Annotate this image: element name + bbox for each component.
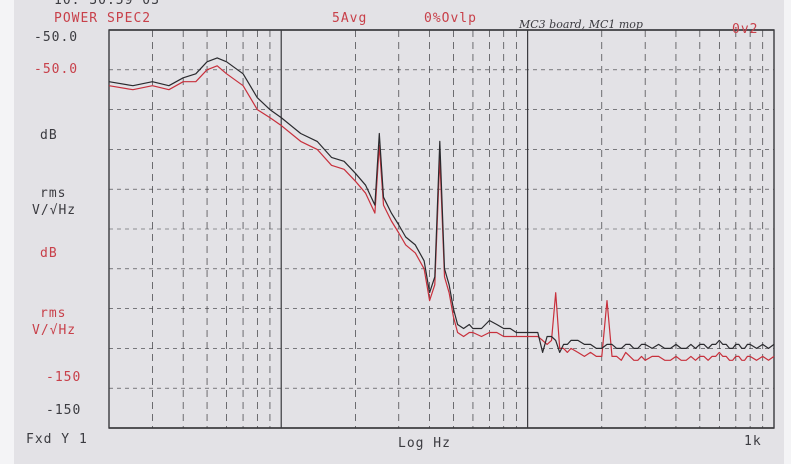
y-label-ch1-bottom: -150 [46,403,82,418]
y-label-ch1-top: -50.0 [34,30,79,45]
y-unit-ch2-rms: rms [40,306,67,321]
power-spectrum-plot [108,29,775,429]
header-top-cut: 10: 30:59 03 [54,0,160,8]
plot-frame [108,29,775,429]
y-unit-ch1-rms: rms [40,186,67,201]
header-avg: 5Avg [332,11,368,26]
x-axis-label: Log Hz [398,436,451,451]
y-unit-ch2-db: dB [40,246,58,261]
y-unit-ch1-db: dB [40,128,58,143]
x-axis-end-label: 1k [744,434,762,449]
y-label-ch2-top: -50.0 [34,62,79,77]
header-overlap: 0%Ovlp [424,11,477,26]
header-handwritten-note: MC3 board, MC1 mop [519,18,643,31]
y-unit-ch1-vhz: V/√Hz [32,203,77,218]
trace-channel-2 [108,65,775,361]
y-unit-ch2-vhz: V/√Hz [32,323,77,338]
plot-sheet: 10: 30:59 03 POWER SPEC2 5Avg 0%Ovlp MC3… [14,0,784,464]
footer-fxd-y: Fxd Y 1 [26,432,88,447]
header-mode: POWER SPEC2 [54,11,152,26]
header-overlay: 0v2 [732,22,759,37]
y-label-ch2-bottom: -150 [46,370,82,385]
trace-channel-1 [108,57,775,353]
